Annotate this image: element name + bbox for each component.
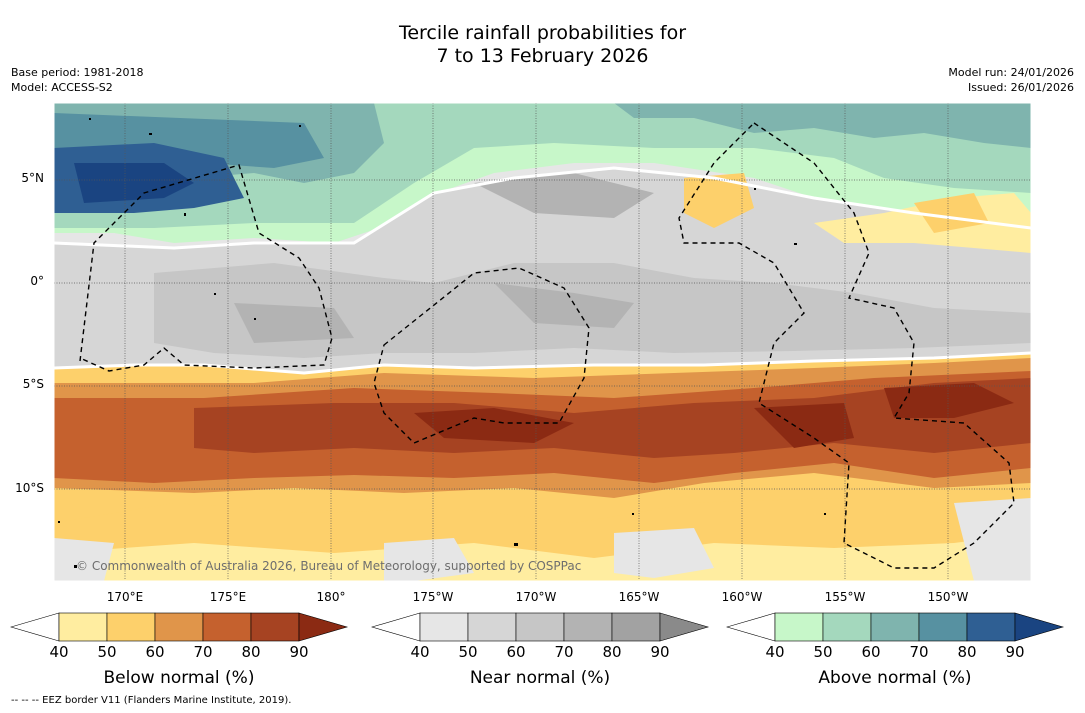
cb2-tick-90: 90 bbox=[650, 643, 670, 661]
lon-label-165w: 165°W bbox=[618, 590, 660, 604]
near-normal-80-region-north bbox=[474, 173, 654, 218]
colorbar-below-normal bbox=[10, 612, 349, 642]
colorbar-below-normal-seg-40-50 bbox=[58, 612, 108, 642]
colorbar-below-normal-title: Below normal (%) bbox=[103, 668, 255, 688]
below-normal-south-40 bbox=[54, 533, 1031, 581]
cb3-tick-40: 40 bbox=[765, 643, 785, 661]
colorbar-near-normal bbox=[371, 612, 710, 642]
copyright-notice: © Commonwealth of Australia 2026, Bureau… bbox=[76, 559, 581, 573]
lon-label-150w: 150°W bbox=[927, 590, 969, 604]
near-normal-south-patch-4 bbox=[54, 538, 114, 581]
below-normal-patch-north bbox=[684, 173, 754, 228]
cb1-tick-60: 60 bbox=[145, 643, 165, 661]
colorbar-below-normal-seg-70-80 bbox=[202, 612, 252, 642]
colorbar-near-normal-seg-40-50 bbox=[419, 612, 469, 642]
colorbar-below-normal-extend-low bbox=[10, 612, 60, 642]
lat-label-0: 0° bbox=[30, 274, 44, 288]
lon-label-170w: 170°W bbox=[515, 590, 557, 604]
colorbar-above-normal-title: Above normal (%) bbox=[818, 668, 972, 688]
cb3-tick-50: 50 bbox=[813, 643, 833, 661]
cb3-tick-70: 70 bbox=[909, 643, 929, 661]
lon-label-155w: 155°W bbox=[824, 590, 866, 604]
below-normal-patch-ne-core bbox=[914, 193, 989, 233]
cb2-tick-70: 70 bbox=[554, 643, 574, 661]
cb1-tick-80: 80 bbox=[241, 643, 261, 661]
colorbar-above-normal-extend-high bbox=[1014, 612, 1065, 642]
colorbar-near-normal-seg-80-90 bbox=[611, 612, 661, 642]
near-normal-south-patch-1 bbox=[384, 538, 474, 581]
colorbar-near-normal-seg-50-60 bbox=[467, 612, 517, 642]
below-normal-90-region-east bbox=[884, 383, 1014, 418]
cb2-tick-40: 40 bbox=[410, 643, 430, 661]
colorbar-near-normal-title: Near normal (%) bbox=[469, 668, 611, 688]
cb2-tick-60: 60 bbox=[506, 643, 526, 661]
colorbar-above-normal-extend-low bbox=[726, 612, 776, 642]
lon-label-175e: 175°E bbox=[209, 590, 247, 604]
near-normal-80-region-south bbox=[494, 283, 634, 328]
below-normal-90-region-west bbox=[414, 408, 574, 443]
near-normal-80-region-west bbox=[234, 303, 354, 343]
cb1-tick-40: 40 bbox=[49, 643, 69, 661]
meta-right: Model run: 24/01/2026 Issued: 26/01/2026 bbox=[948, 65, 1074, 95]
boundary-north bbox=[54, 166, 1031, 250]
eez-footer-note: -- -- -- EEZ border V11 (Flanders Marine… bbox=[11, 695, 292, 706]
below-normal-90-region-mid bbox=[754, 403, 854, 448]
lat-label-5s: 5°S bbox=[22, 377, 44, 391]
probability-map: © Commonwealth of Australia 2026, Bureau… bbox=[54, 103, 1031, 581]
cb2-tick-50: 50 bbox=[458, 643, 478, 661]
lon-label-170e: 170°E bbox=[106, 590, 144, 604]
cb3-tick-60: 60 bbox=[861, 643, 881, 661]
base-period: Base period: 1981-2018 bbox=[11, 66, 144, 79]
cb3-tick-90: 90 bbox=[1005, 643, 1025, 661]
colorbar-near-normal-seg-60-70 bbox=[515, 612, 565, 642]
lat-label-5n: 5°N bbox=[21, 171, 44, 185]
eez-borders bbox=[79, 122, 1015, 569]
above-normal-70-region-east bbox=[614, 103, 1031, 148]
cb1-tick-70: 70 bbox=[193, 643, 213, 661]
issued-date: Issued: 26/01/2026 bbox=[967, 81, 1074, 94]
colorbar-above-normal-seg-80-90 bbox=[966, 612, 1016, 642]
above-normal-max-region bbox=[74, 163, 194, 203]
colorbar-below-normal-seg-80-90 bbox=[250, 612, 300, 642]
colorbar-below-normal-seg-60-70 bbox=[154, 612, 204, 642]
lon-label-160w: 160°W bbox=[721, 590, 763, 604]
colorbar-above-normal-seg-50-60 bbox=[822, 612, 872, 642]
colorbar-above-normal bbox=[726, 612, 1065, 642]
colorbar-below-normal-extend-high bbox=[298, 612, 349, 642]
title-line-2: 7 to 13 February 2026 bbox=[436, 45, 649, 67]
cb1-tick-50: 50 bbox=[97, 643, 117, 661]
cb2-tick-80: 80 bbox=[602, 643, 622, 661]
colorbar-above-normal-seg-60-70 bbox=[870, 612, 920, 642]
graticule bbox=[54, 103, 1031, 581]
colorbar-near-normal-seg-70-80 bbox=[563, 612, 613, 642]
lat-label-10s: 10°S bbox=[15, 481, 44, 495]
colorbar-near-normal-extend-low bbox=[371, 612, 421, 642]
lon-label-180: 180° bbox=[316, 590, 346, 604]
near-normal-south-patch-3 bbox=[954, 498, 1031, 581]
colorbar-above-normal-seg-70-80 bbox=[918, 612, 968, 642]
colorbar-above-normal-seg-40-50 bbox=[774, 612, 824, 642]
lon-label-175w: 175°W bbox=[412, 590, 454, 604]
islands bbox=[58, 118, 826, 568]
colorbar-near-normal-extend-high bbox=[659, 612, 710, 642]
meta-left: Base period: 1981-2018 Model: ACCESS-S2 bbox=[11, 65, 143, 95]
boundary-south bbox=[54, 351, 1031, 375]
cb3-tick-80: 80 bbox=[957, 643, 977, 661]
model-name: Model: ACCESS-S2 bbox=[11, 81, 113, 94]
title-line-1: Tercile rainfall probabilities for bbox=[398, 22, 687, 44]
model-run: Model run: 24/01/2026 bbox=[948, 66, 1074, 79]
colorbar-below-normal-seg-50-60 bbox=[106, 612, 156, 642]
cb1-tick-90: 90 bbox=[289, 643, 309, 661]
